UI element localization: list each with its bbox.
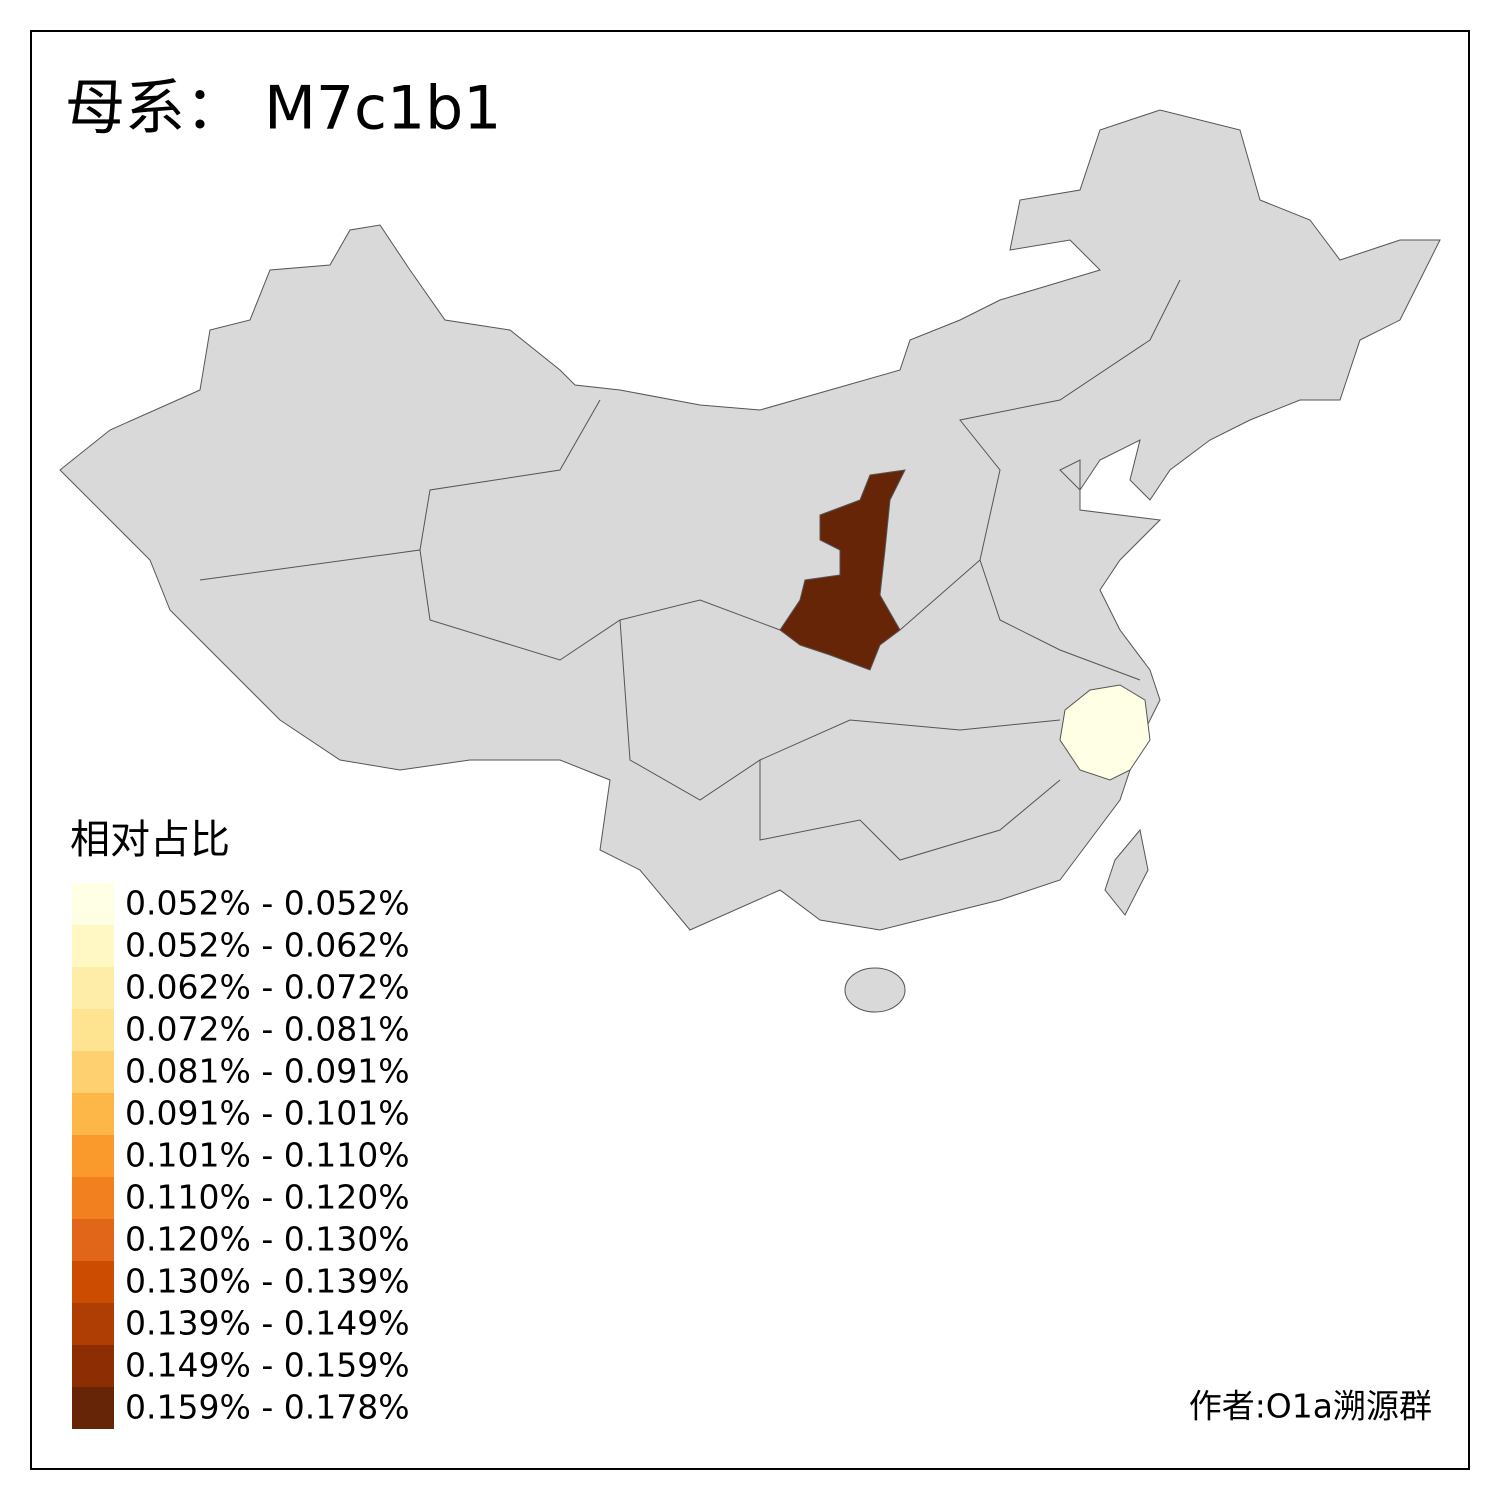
legend-label: 0.120% - 0.130% [125,1220,410,1259]
island [1104,828,1149,916]
title: 母系： M7c1b1 [65,74,501,144]
province-border [979,559,1141,681]
region-highlight-pale [1059,684,1151,781]
legend-swatch [72,1009,114,1051]
legend-label: 0.101% - 0.110% [125,1136,410,1175]
legend-swatch [72,1051,114,1093]
legend-label: 0.159% - 0.178% [125,1388,410,1427]
legend-label: 0.081% - 0.091% [125,1052,410,1091]
legend-label: 0.072% - 0.081% [125,1010,410,1049]
legend-label: 0.139% - 0.149% [125,1304,410,1343]
legend-swatch [72,1303,114,1345]
legend-swatch [72,1219,114,1261]
province-border [199,549,781,661]
legend-swatch [72,1135,114,1177]
credit: 作者:O1a溯源群 [1189,1387,1432,1426]
legend-label: 0.149% - 0.159% [125,1346,410,1385]
province-border [759,760,1061,861]
province-border [419,399,601,551]
map [59,109,1441,1013]
legend-swatch [72,1261,114,1303]
legend-swatch [72,1093,114,1135]
legend-label: 0.110% - 0.120% [125,1178,410,1217]
legend-swatch [72,925,114,967]
legend-swatch [72,1387,114,1429]
island [844,967,906,1013]
legend-label: 0.052% - 0.062% [125,926,410,965]
legend-label: 0.052% - 0.052% [125,884,410,923]
legend-swatch [72,1345,114,1387]
legend-title: 相对占比 [70,817,230,863]
legend-label: 0.062% - 0.072% [125,968,410,1007]
legend-label: 0.130% - 0.139% [125,1262,410,1301]
region-highlight-dark [779,469,906,671]
legend-swatch [72,967,114,1009]
legend-swatch [72,883,114,925]
legend: 0.052% - 0.052%0.052% - 0.062%0.062% - 0… [72,883,410,1429]
legend-label: 0.091% - 0.101% [125,1094,410,1133]
legend-swatch [72,1177,114,1219]
